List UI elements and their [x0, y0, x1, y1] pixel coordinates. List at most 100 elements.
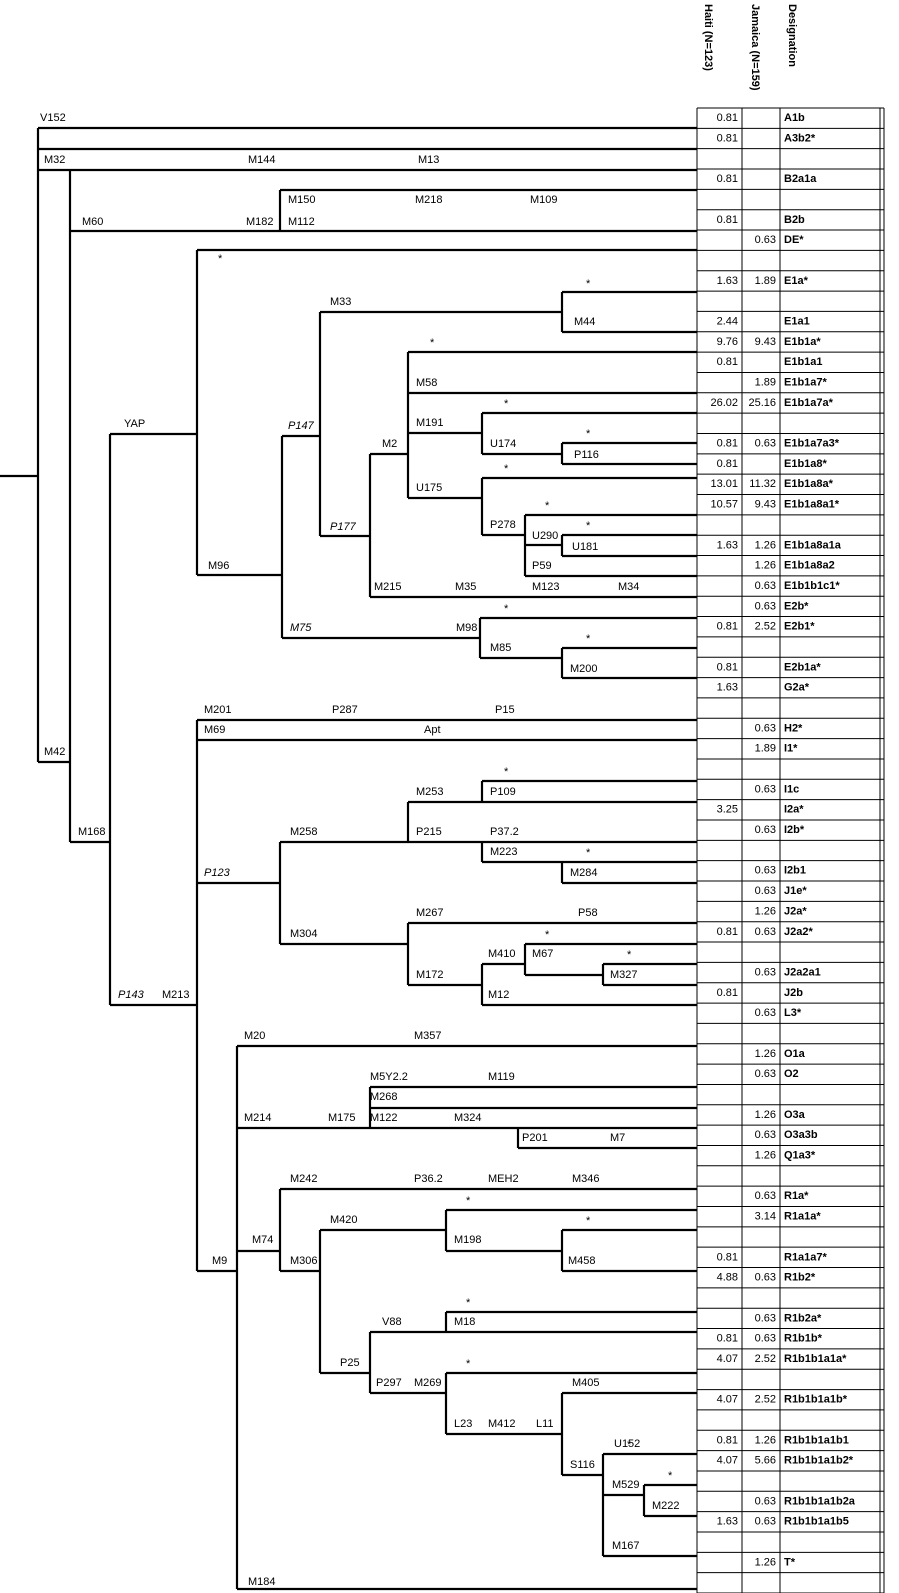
designation: B2a1a	[784, 173, 817, 185]
table-cell: 0.63	[755, 1190, 776, 1202]
designation: A3b2*	[784, 132, 816, 144]
table-cell: 0.81	[717, 458, 738, 470]
node-label: M58	[416, 377, 437, 389]
node-label: M2	[382, 438, 397, 450]
designation: R1b1b1a1b1	[784, 1434, 849, 1446]
node-label: M198	[454, 1234, 482, 1246]
table-cell: 0.81	[717, 926, 738, 938]
node-label: *	[586, 428, 591, 440]
node-label: M214	[244, 1112, 272, 1124]
node-label: P58	[578, 907, 598, 919]
designation: A1b	[784, 112, 805, 124]
designation: E1b1b1c1*	[784, 580, 840, 592]
node-label: *	[586, 1215, 591, 1227]
table-cell: 0.63	[755, 1516, 776, 1528]
node-label: M458	[568, 1255, 596, 1267]
node-label: U174	[490, 438, 516, 450]
designation: I2b1	[784, 865, 806, 877]
node-label: *	[586, 633, 591, 645]
node-label: P36.2	[414, 1173, 443, 1185]
node-label: M168	[78, 826, 106, 838]
node-label: *	[466, 1195, 471, 1207]
node-label: M96	[208, 560, 229, 572]
node-label: M33	[330, 296, 351, 308]
table-cell: 4.88	[717, 1272, 738, 1284]
designation: E1a1	[784, 316, 810, 328]
table-cell: 0.63	[755, 783, 776, 795]
node-label: M167	[612, 1540, 640, 1552]
designation: O1a	[784, 1048, 806, 1060]
table-cell: 0.63	[755, 1272, 776, 1284]
node-label: *	[586, 520, 591, 532]
node-label: P25	[340, 1357, 360, 1369]
designation: E2b*	[784, 600, 809, 612]
node-label: P201	[522, 1132, 548, 1144]
node-label: M12	[488, 989, 509, 1001]
designation: E1b1a8a1*	[784, 499, 840, 511]
node-label: U181	[572, 541, 598, 553]
node-label: M284	[570, 867, 598, 879]
designation: R1b2*	[784, 1272, 816, 1284]
designation: R1b2a*	[784, 1312, 822, 1324]
table-cell: 11.32	[749, 478, 776, 490]
column-header: Designation	[786, 4, 798, 67]
designation: DE*	[784, 234, 804, 246]
table-cell: 5.66	[755, 1455, 776, 1467]
node-label: M20	[244, 1030, 265, 1042]
designation: R1a1a*	[784, 1211, 821, 1223]
node-label: *	[504, 766, 509, 778]
table-cell: 0.63	[755, 234, 776, 246]
node-label: P147	[288, 420, 315, 432]
node-label: M218	[415, 194, 443, 206]
designation: R1b1b1a1b2a	[784, 1495, 856, 1507]
table-cell: 0.81	[717, 214, 738, 226]
table-cell: 0.81	[717, 661, 738, 673]
table-cell: 1.89	[755, 377, 776, 389]
table-cell: 1.26	[755, 1556, 776, 1568]
table-cell: 1.26	[755, 1048, 776, 1060]
node-label: M109	[530, 194, 558, 206]
designation: G2a*	[784, 682, 810, 694]
table-cell: 10.57	[710, 499, 738, 511]
node-label: P15	[495, 704, 515, 716]
node-label: S116	[570, 1459, 595, 1471]
table-cell: 0.81	[717, 1333, 738, 1345]
designation: I2b*	[784, 824, 805, 836]
table-cell: 4.07	[717, 1353, 738, 1365]
designation: O3a3b	[784, 1129, 818, 1141]
table-cell: 9.43	[755, 336, 776, 348]
designation: J1e*	[784, 885, 807, 897]
node-label: M267	[416, 907, 444, 919]
node-label: M191	[416, 417, 444, 429]
designation: E2b1a*	[784, 661, 821, 673]
node-label: *	[504, 398, 509, 410]
table-cell: 1.63	[717, 682, 738, 694]
node-label: M75	[290, 622, 312, 634]
node-label: M213	[162, 989, 190, 1001]
node-label: M258	[290, 826, 318, 838]
node-label: *	[668, 1470, 673, 1482]
table-cell: 9.43	[755, 499, 776, 511]
node-label: M269	[414, 1377, 442, 1389]
node-label: *	[466, 1358, 471, 1370]
node-label: M18	[454, 1316, 475, 1328]
node-label: *	[466, 1297, 471, 1309]
designation: E1b1a*	[784, 336, 821, 348]
table-cell: 0.63	[755, 1007, 776, 1019]
designation: E1b1a7*	[784, 377, 828, 389]
node-label: M85	[490, 642, 511, 654]
designation: J2b	[784, 987, 803, 999]
node-label: M172	[416, 969, 444, 981]
node-label: V152	[40, 112, 66, 124]
designation: T*	[784, 1556, 796, 1568]
node-label: M200	[570, 663, 598, 675]
table-cell: 1.89	[755, 275, 776, 287]
table-cell: 1.89	[755, 743, 776, 755]
node-label: *	[545, 929, 550, 941]
node-label: *	[430, 337, 435, 349]
table-cell: 0.81	[717, 621, 738, 633]
table-cell: 0.63	[755, 600, 776, 612]
table-cell: 1.26	[755, 539, 776, 551]
designation: H2*	[784, 722, 803, 734]
node-label: M327	[610, 969, 638, 981]
